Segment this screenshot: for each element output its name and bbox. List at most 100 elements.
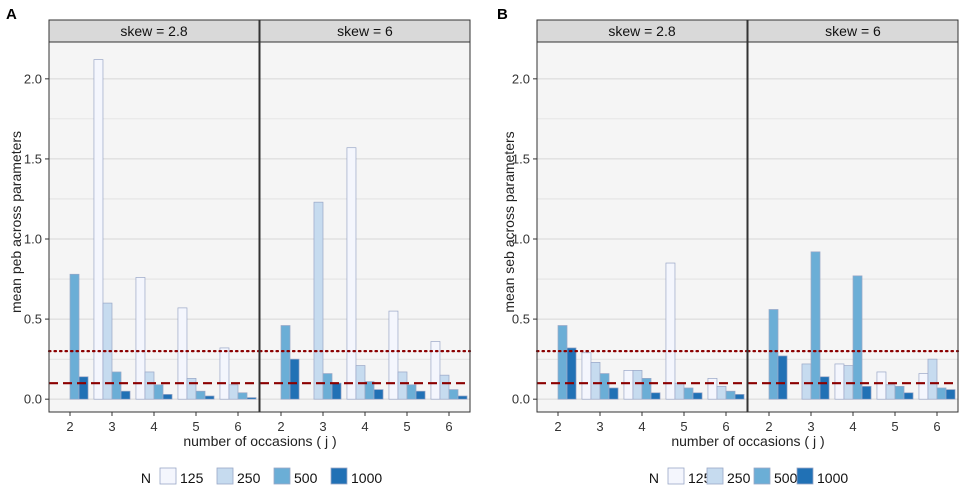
legend-title-a: N <box>141 470 151 486</box>
x-tick-label: 4 <box>849 419 856 434</box>
legend-swatch-125-b <box>667 467 685 485</box>
y-tick-label: 0.5 <box>24 312 42 327</box>
bar-a-right-j2-n500 <box>280 325 291 400</box>
bar-b-left-j2-n1000 <box>566 347 577 400</box>
x-tick-label: 4 <box>150 419 157 434</box>
legend-label-500-b: 500 <box>774 470 798 486</box>
legend-swatch-500-a <box>273 467 291 485</box>
panel-b: B mean seb across parameters number of o… <box>497 6 960 449</box>
y-tick-label: 1.0 <box>512 232 530 247</box>
axes-b: 2 3 4 5 6 2 3 4 5 6 0.0 0.5 1.0 1.5 2.0 <box>512 71 941 434</box>
x-tick-label: 2 <box>765 419 772 434</box>
bar-b-left-j4-n1000 <box>650 392 661 400</box>
bar-b-right-j3-n500 <box>810 251 821 400</box>
bar-b-right-j2-n500 <box>768 309 779 400</box>
legend-label-500-a: 500 <box>294 470 318 486</box>
bar-b-right-j5-n250 <box>885 384 896 400</box>
bar-b-right-j4-n1000 <box>861 386 872 400</box>
bar-a-right-j6-n500 <box>448 389 459 400</box>
bar-b-left-j5-n1000 <box>692 392 703 400</box>
legend-swatch-125-a <box>159 467 177 485</box>
bar-a-right-j3-n1000 <box>331 382 342 400</box>
x-tick-label: 5 <box>891 419 898 434</box>
x-tick-label: 6 <box>933 419 940 434</box>
bar-a-left-j2-n1000 <box>78 376 89 400</box>
y-tick-label: 2.0 <box>24 71 42 86</box>
bar-a-left-j6-n250 <box>228 384 239 400</box>
bar-a-right-j4-n125 <box>346 147 357 400</box>
bar-b-right-j2-n1000 <box>777 355 788 400</box>
bar-a-right-j4-n1000 <box>373 389 384 400</box>
facet-title-b-left: skew = 2.8 <box>608 23 676 39</box>
bar-b-right-j3-n1000 <box>819 376 830 400</box>
x-tick-label: 6 <box>234 419 241 434</box>
legend-swatch-250-a <box>216 467 234 485</box>
legend-swatch-500-b <box>753 467 771 485</box>
bar-a-left-j3-n500 <box>111 371 122 400</box>
panel-a: A mean peb across parameters number of o… <box>6 6 472 449</box>
y-tick-label: 2.0 <box>512 71 530 86</box>
bar-b-right-j6-n500 <box>936 387 947 400</box>
bar-a-right-j6-n1000 <box>457 395 468 400</box>
bar-b-left-j2-n500 <box>557 325 568 400</box>
axes-a: 2 3 4 5 6 2 3 4 5 6 0.0 0.5 1.0 1.5 2.0 <box>24 71 453 434</box>
x-tick-label: 6 <box>722 419 729 434</box>
reference-lines-b <box>535 350 960 385</box>
bar-b-left-j3-n1000 <box>608 387 619 400</box>
legend-a: N 125 250 500 1000 <box>141 467 382 486</box>
x-tick-label: 4 <box>638 419 645 434</box>
legend-title-b: N <box>649 470 659 486</box>
x-tick-label: 3 <box>319 419 326 434</box>
bar-a-right-j5-n500 <box>406 384 417 400</box>
x-axis-title-b: number of occasions ( j ) <box>671 433 824 449</box>
bar-b-left-j5-n250 <box>674 382 685 400</box>
legend-swatch-250-b <box>706 467 724 485</box>
bar-b-left-j5-n125 <box>665 262 676 400</box>
bar-b-right-j5-n1000 <box>903 392 914 400</box>
facet-title-b-right: skew = 6 <box>825 23 881 39</box>
bar-a-left-j6-n125 <box>219 347 230 400</box>
bar-b-left-j6-n500 <box>725 390 736 400</box>
bar-b-left-j6-n125 <box>707 378 718 400</box>
x-tick-label: 2 <box>66 419 73 434</box>
bar-b-left-j4-n500 <box>641 378 652 400</box>
bar-b-left-j6-n1000 <box>734 394 745 400</box>
bar-a-left-j3-n1000 <box>120 390 131 400</box>
bar-b-right-j5-n125 <box>876 371 887 400</box>
legend-label-250-b: 250 <box>727 470 751 486</box>
bar-b-right-j5-n500 <box>894 386 905 400</box>
bar-b-right-j4-n500 <box>852 275 863 400</box>
bar-b-left-j3-n250 <box>590 362 601 400</box>
bar-a-left-j5-n125 <box>177 307 188 400</box>
x-tick-label: 3 <box>807 419 814 434</box>
bar-a-left-j5-n1000 <box>204 395 215 400</box>
facet-title-a-left: skew = 2.8 <box>120 23 188 39</box>
x-tick-label: 3 <box>596 419 603 434</box>
bar-a-left-j6-n500 <box>237 392 248 400</box>
x-tick-label: 2 <box>554 419 561 434</box>
bar-b-right-j4-n125 <box>834 363 845 400</box>
x-tick-label: 5 <box>192 419 199 434</box>
legend-label-125-a: 125 <box>180 470 204 486</box>
bar-b-left-j4-n250 <box>632 370 643 400</box>
bar-a-right-j6-n250 <box>439 374 450 400</box>
legend-b: N 125 250 500 1000 <box>649 467 848 486</box>
bar-a-left-j6-n1000 <box>246 397 257 400</box>
bar-a-left-j4-n1000 <box>162 394 173 400</box>
y-axis-title-b: mean seb across parameters <box>501 131 517 312</box>
x-tick-label: 4 <box>361 419 368 434</box>
bars-b <box>557 251 956 400</box>
bar-a-left-j2-n500 <box>69 273 80 400</box>
x-tick-label: 6 <box>445 419 452 434</box>
legend-label-125-b: 125 <box>688 470 712 486</box>
x-axis-title-a: number of occasions ( j ) <box>183 433 336 449</box>
bar-b-right-j6-n125 <box>918 373 929 400</box>
bar-a-left-j3-n125 <box>93 59 104 400</box>
y-axis-title-a: mean peb across parameters <box>8 131 24 313</box>
panel-label-b: B <box>497 6 508 23</box>
bar-a-right-j5-n250 <box>397 371 408 400</box>
y-tick-label: 0.0 <box>24 392 42 407</box>
y-tick-label: 1.5 <box>512 151 530 166</box>
bar-b-right-j3-n250 <box>801 363 812 400</box>
